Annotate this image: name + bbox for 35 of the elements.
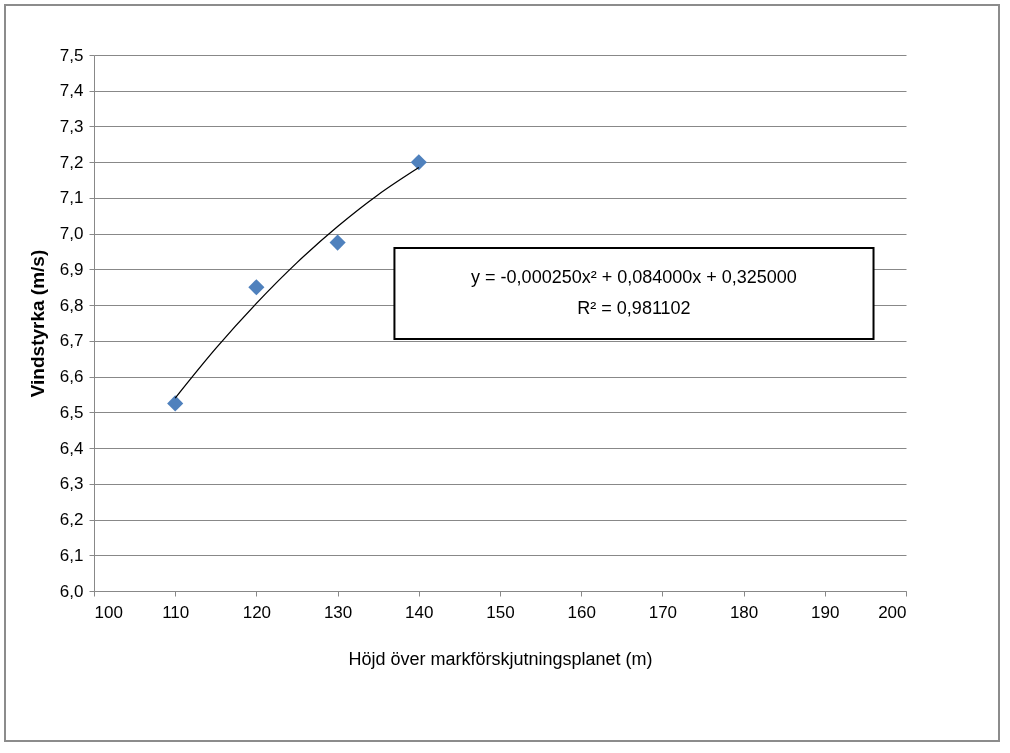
y-tick-label: 6,5 xyxy=(59,402,84,422)
y-tick-label: 6,3 xyxy=(59,474,84,494)
y-tick-label: 6,4 xyxy=(59,438,84,458)
y-tick-label: 6,0 xyxy=(59,581,84,601)
point xyxy=(410,154,427,171)
y-tick-label: 6,9 xyxy=(59,259,84,279)
point xyxy=(329,234,346,251)
x-tick-label: 200 xyxy=(878,602,907,622)
x-tick-label: 120 xyxy=(242,602,272,622)
x-tick-label: 150 xyxy=(486,602,515,622)
x-tick-label: 170 xyxy=(648,602,678,622)
y-tick-label: 6,7 xyxy=(59,331,84,351)
x-axis-title: Höjd över markförskjutningsplanet (m) xyxy=(348,648,653,669)
y-tick-label: 6,6 xyxy=(59,367,84,387)
point xyxy=(248,279,265,296)
x-tick-label: 140 xyxy=(405,602,434,622)
y-tick-label: 7,4 xyxy=(59,81,84,101)
y-tick-label: 7,2 xyxy=(59,152,84,172)
y-tick-label: 6,8 xyxy=(59,295,84,315)
x-tick-label: 190 xyxy=(811,602,840,622)
annotation: y = -0,000250x² + 0,084000x + 0,325000 xyxy=(471,267,797,288)
point xyxy=(167,395,184,412)
y-tick-label: 7,3 xyxy=(59,116,84,136)
y-tick-label: 7,0 xyxy=(59,224,84,244)
y-tick-label: 7,1 xyxy=(59,188,84,208)
x-tick-label: 180 xyxy=(729,602,759,622)
y-tick-label: 7,5 xyxy=(59,45,84,65)
x-tick-label: 100 xyxy=(94,602,123,622)
y-axis-title: Vindstyrka (m/s) xyxy=(26,249,48,398)
annotation: R² = 0,981102 xyxy=(577,297,691,318)
x-tick-label: 130 xyxy=(323,602,353,622)
y-tick-label: 6,1 xyxy=(59,545,84,565)
x-tick-label: 160 xyxy=(567,602,596,622)
x-tick-label: 110 xyxy=(162,602,190,622)
y-tick-label: 6,2 xyxy=(59,510,84,530)
